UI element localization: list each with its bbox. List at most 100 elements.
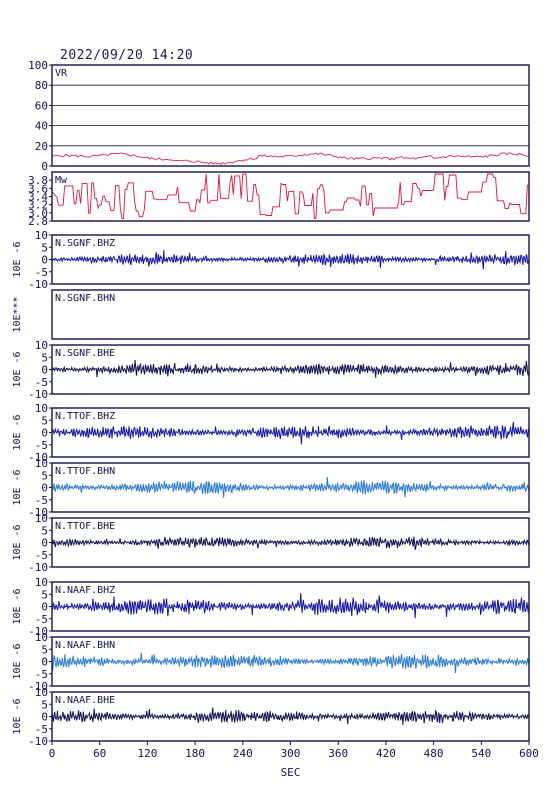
- panel-naaf_bhn: [49, 636, 530, 687]
- series-mw: [52, 173, 529, 220]
- series-ttof_bhn: [52, 476, 530, 498]
- y-tick-label: 3.0: [28, 207, 48, 220]
- series-naaf_bhe: [51, 707, 530, 725]
- y-tick-label: 3.4: [28, 191, 48, 204]
- y-tick-label: -10: [28, 735, 48, 748]
- panel-naaf_bhz: [49, 581, 530, 632]
- panel-frame: [51, 289, 530, 340]
- y-tick-label: 5: [41, 698, 48, 711]
- y-tick-label: 0: [41, 254, 48, 267]
- y-axis-unit: 10E -6: [12, 351, 23, 387]
- panel-naaf_bhe: [49, 691, 530, 742]
- y-axis-unit: 10E -6: [12, 469, 23, 505]
- y-tick-label: 3.2: [28, 199, 48, 212]
- y-tick-label: -5: [35, 494, 48, 507]
- y-tick-label: 10: [35, 402, 48, 415]
- series-sgnf_bhe: [51, 359, 530, 378]
- series-naaf_bhz: [51, 593, 530, 619]
- y-tick-label: 0: [41, 482, 48, 495]
- y-tick-label: 20: [35, 140, 48, 153]
- panel-ttof_bhn: [49, 462, 530, 513]
- y-tick-label: 5: [41, 643, 48, 656]
- panel-label: Mw: [55, 175, 68, 186]
- panel-mw: [49, 171, 530, 222]
- y-tick-label: 5: [41, 241, 48, 254]
- x-tick-label: 0: [49, 747, 56, 760]
- series-naaf_bhn: [51, 652, 530, 674]
- y-tick-label: -10: [28, 278, 48, 291]
- y-tick-label: 0: [41, 537, 48, 550]
- y-tick-label: 0: [41, 427, 48, 440]
- panel-vr: [49, 64, 530, 167]
- y-tick-label: -5: [35, 266, 48, 279]
- y-axis-unit: 10E -6: [12, 524, 23, 560]
- y-tick-label: 10: [35, 339, 48, 352]
- x-tick-label: 120: [137, 747, 157, 760]
- y-tick-label: 0: [41, 711, 48, 724]
- y-axis-unit: 10E -6: [12, 643, 23, 679]
- panel-label: N.NAAF.BHN: [55, 640, 115, 651]
- x-tick-label: 420: [376, 747, 396, 760]
- panel-label: N.NAAF.BHE: [55, 695, 115, 706]
- y-tick-label: -10: [28, 451, 48, 464]
- series-sgnf_bhz: [51, 249, 530, 270]
- y-axis-unit: 10E -6: [12, 414, 23, 450]
- y-tick-label: 80: [35, 79, 48, 92]
- y-tick-label: 10: [35, 576, 48, 589]
- x-tick-label: 480: [424, 747, 444, 760]
- panel-sgnf_bhz: [49, 234, 530, 285]
- panel-label: N.NAAF.BHZ: [55, 585, 115, 596]
- y-tick-label: -10: [28, 680, 48, 693]
- panel-ttof_bhz: [49, 407, 530, 458]
- y-tick-label: -10: [28, 561, 48, 574]
- panel-label: N.TTOF.BHZ: [55, 411, 115, 422]
- y-tick-label: 10: [35, 512, 48, 525]
- y-tick-label: 0: [41, 656, 48, 669]
- y-tick-label: 0: [41, 364, 48, 377]
- y-tick-label: 10: [35, 457, 48, 470]
- y-tick-label: 3.6: [28, 182, 48, 195]
- y-tick-label: 10: [35, 631, 48, 644]
- y-tick-label: -10: [28, 625, 48, 638]
- panel-frame: [51, 64, 530, 167]
- panel-label: N.SGNF.BHZ: [55, 238, 115, 249]
- y-tick-label: -5: [35, 376, 48, 389]
- panel-label: N.SGNF.BHN: [55, 293, 115, 304]
- x-tick-label: 540: [471, 747, 491, 760]
- date-time-label: 2022/09/20 14:20: [60, 48, 194, 63]
- y-tick-label: 0: [41, 601, 48, 614]
- x-axis-label: SEC: [281, 766, 301, 779]
- y-tick-label: -5: [35, 439, 48, 452]
- x-tick-label: 600: [519, 747, 539, 760]
- y-tick-label: 5: [41, 351, 48, 364]
- panel-label: N.TTOF.BHE: [55, 521, 115, 532]
- y-tick-label: 40: [35, 120, 48, 133]
- panel-label: N.SGNF.BHE: [55, 348, 115, 359]
- y-tick-label: 60: [35, 99, 48, 112]
- y-tick-label: 2.8: [28, 215, 48, 228]
- y-tick-label: -10: [28, 388, 48, 401]
- y-tick-label: 5: [41, 469, 48, 482]
- panel-sgnf_bhn: [51, 289, 530, 340]
- panel-label: N.TTOF.BHN: [55, 466, 115, 477]
- y-axis-unit: 10E -6: [12, 241, 23, 277]
- x-tick-label: 240: [233, 747, 253, 760]
- x-tick-label: 180: [185, 747, 205, 760]
- y-tick-label: 5: [41, 524, 48, 537]
- x-tick-label: 300: [281, 747, 301, 760]
- y-tick-label: -5: [35, 668, 48, 681]
- panel-label: VR: [55, 68, 68, 79]
- y-tick-label: 0: [41, 160, 48, 173]
- panel-ttof_bhe: [49, 517, 530, 568]
- x-tick-label: 60: [93, 747, 106, 760]
- series-ttof_bhe: [51, 536, 530, 550]
- series-vr: [51, 152, 530, 165]
- panel-sgnf_bhe: [49, 344, 530, 395]
- y-axis-unit: 10E -6: [12, 588, 23, 624]
- y-tick-label: 5: [41, 588, 48, 601]
- x-tick-label: 360: [328, 747, 348, 760]
- y-axis-unit: 10E -6: [12, 698, 23, 734]
- y-tick-label: 100: [28, 59, 48, 72]
